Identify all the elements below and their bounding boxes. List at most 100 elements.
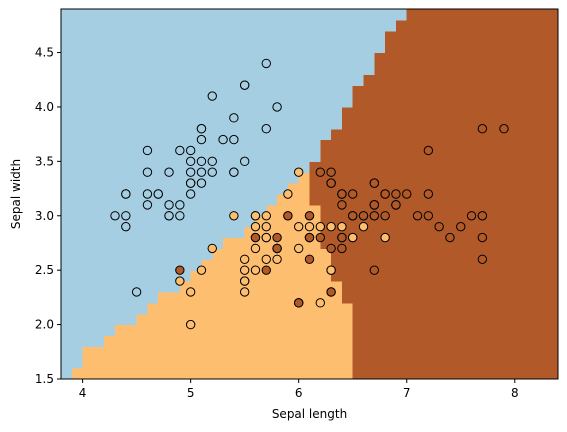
data-point-setosa bbox=[121, 221, 131, 232]
data-point-setosa bbox=[185, 178, 196, 188]
data-point-setosa bbox=[207, 91, 217, 101]
y-tick-label: 2.5 bbox=[35, 263, 54, 277]
data-point-virginica bbox=[337, 200, 347, 210]
data-point-versicolor bbox=[272, 254, 282, 264]
data-point-versicolor bbox=[261, 221, 271, 232]
data-point-setosa bbox=[196, 167, 207, 177]
y-tick-label: 3.0 bbox=[35, 209, 54, 223]
data-point-setosa bbox=[153, 189, 163, 199]
data-point-virginica bbox=[272, 243, 282, 254]
data-point-versicolor bbox=[380, 232, 390, 243]
data-point-setosa bbox=[110, 211, 120, 221]
data-point-versicolor bbox=[239, 254, 250, 264]
y-tick-label: 4.0 bbox=[35, 100, 54, 114]
region-cell-setosa bbox=[61, 172, 300, 184]
region-cell-setosa bbox=[61, 117, 343, 130]
data-point-setosa bbox=[261, 124, 271, 134]
data-point-setosa bbox=[196, 124, 207, 134]
data-point-virginica bbox=[261, 265, 271, 275]
data-point-virginica bbox=[423, 145, 434, 156]
data-point-virginica bbox=[477, 232, 488, 243]
data-point-virginica bbox=[293, 298, 304, 308]
data-point-versicolor bbox=[293, 243, 304, 254]
data-point-setosa bbox=[207, 156, 217, 167]
region-cell-setosa bbox=[61, 63, 375, 75]
data-point-virginica bbox=[348, 189, 358, 199]
region-cell-versicolor bbox=[201, 259, 332, 271]
region-cell-setosa bbox=[61, 139, 321, 152]
data-point-versicolor bbox=[348, 232, 358, 243]
data-point-versicolor bbox=[175, 276, 185, 286]
region-cell-virginica bbox=[395, 19, 559, 32]
region-cell-setosa bbox=[61, 19, 397, 32]
data-point-setosa bbox=[239, 80, 250, 90]
region-cell-versicolor bbox=[298, 172, 311, 184]
data-point-versicolor bbox=[293, 167, 304, 177]
region-cell-setosa bbox=[61, 106, 343, 119]
data-point-virginica bbox=[175, 265, 185, 275]
data-point-virginica bbox=[250, 232, 261, 243]
region-cell-setosa bbox=[61, 85, 354, 97]
data-point-setosa bbox=[185, 145, 196, 156]
data-point-setosa bbox=[164, 200, 174, 210]
region-cell-virginica bbox=[385, 30, 559, 43]
data-point-versicolor bbox=[239, 287, 250, 297]
region-cell-setosa bbox=[61, 357, 84, 369]
region-cell-virginica bbox=[374, 63, 559, 75]
y-tick-label: 2.0 bbox=[35, 318, 54, 332]
data-point-virginica bbox=[380, 189, 390, 199]
region-cell-versicolor bbox=[136, 313, 354, 326]
region-cell-versicolor bbox=[277, 194, 311, 206]
data-point-virginica bbox=[272, 232, 282, 243]
data-point-virginica bbox=[391, 189, 401, 199]
data-point-versicolor bbox=[358, 221, 369, 232]
data-point-virginica bbox=[477, 124, 488, 134]
region-cell-setosa bbox=[61, 161, 311, 173]
data-point-setosa bbox=[185, 167, 196, 177]
region-cell-setosa bbox=[61, 74, 365, 86]
region-cell-setosa bbox=[61, 368, 73, 380]
data-point-versicolor bbox=[261, 232, 271, 243]
region-cell-virginica bbox=[309, 194, 559, 206]
x-axis-ticks: 4 5 6 7 8 bbox=[79, 379, 519, 400]
data-point-setosa bbox=[164, 211, 174, 221]
data-point-virginica bbox=[391, 200, 401, 210]
region-cell-virginica bbox=[352, 324, 559, 337]
data-point-versicolor bbox=[250, 211, 261, 221]
data-point-versicolor bbox=[229, 211, 239, 221]
region-cell-setosa bbox=[61, 259, 203, 271]
region-cell-virginica bbox=[309, 183, 559, 195]
region-cell-virginica bbox=[341, 117, 559, 130]
data-point-setosa bbox=[196, 156, 207, 167]
data-point-setosa bbox=[131, 287, 142, 297]
data-point-virginica bbox=[369, 200, 380, 210]
x-tick-label: 8 bbox=[511, 386, 519, 400]
region-cell-setosa bbox=[61, 128, 332, 141]
region-cell-versicolor bbox=[287, 183, 311, 195]
data-point-versicolor bbox=[261, 211, 271, 221]
region-cell-virginica bbox=[331, 259, 559, 271]
data-point-virginica bbox=[358, 211, 369, 221]
region-cell-virginica bbox=[320, 204, 559, 217]
data-point-virginica bbox=[337, 189, 347, 199]
y-axis-label: Sepal width bbox=[9, 159, 23, 229]
data-point-virginica bbox=[304, 232, 315, 243]
region-cell-virginica bbox=[352, 85, 559, 97]
data-point-setosa bbox=[142, 167, 153, 177]
region-cell-virginica bbox=[374, 52, 559, 65]
data-point-versicolor bbox=[304, 221, 315, 232]
region-cell-virginica bbox=[406, 9, 559, 21]
region-cell-virginica bbox=[352, 335, 559, 347]
data-point-virginica bbox=[466, 211, 477, 221]
data-point-versicolor bbox=[250, 243, 261, 254]
data-point-virginica bbox=[337, 243, 347, 254]
y-axis-ticks: 1.5 2.0 2.5 3.0 3.5 4.0 4.5 bbox=[35, 46, 61, 386]
x-tick-label: 4 bbox=[79, 386, 87, 400]
data-point-versicolor bbox=[196, 265, 207, 275]
data-point-virginica bbox=[315, 232, 326, 243]
region-cell-virginica bbox=[352, 368, 559, 380]
data-point-setosa bbox=[175, 211, 185, 221]
region-cell-virginica bbox=[341, 106, 559, 119]
data-point-setosa bbox=[229, 167, 239, 177]
region-cell-virginica bbox=[352, 302, 559, 315]
